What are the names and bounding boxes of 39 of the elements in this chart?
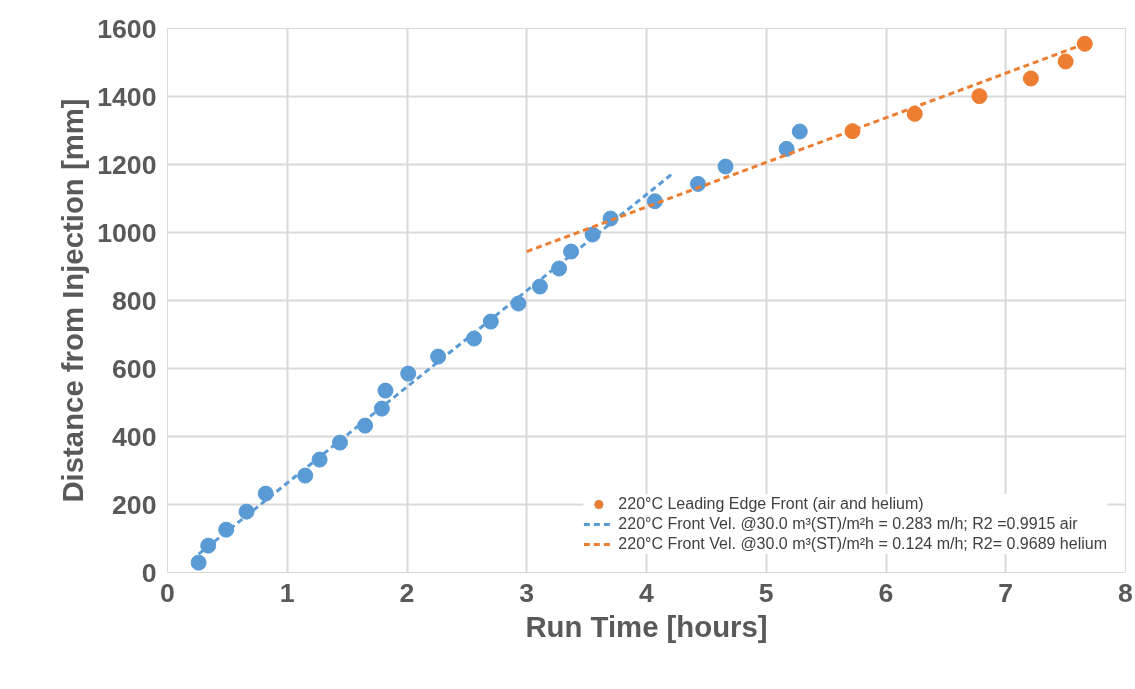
point	[778, 140, 795, 157]
point	[238, 503, 255, 520]
point	[400, 365, 417, 382]
x-tick-label: 4	[639, 577, 655, 608]
x-tick-label: 3	[519, 577, 535, 608]
point	[1022, 70, 1039, 87]
y-tick-label: 1200	[97, 149, 157, 180]
legend-label: 220°C Front Vel. @30.0 m³(ST)/m²h = 0.124 m/h; R2= 0.9689 helium	[618, 535, 1107, 553]
point	[906, 105, 923, 122]
y-tick-label: 0	[141, 557, 157, 588]
point	[297, 467, 314, 484]
point	[311, 451, 328, 468]
point	[1057, 53, 1074, 70]
point	[717, 158, 734, 175]
point	[377, 382, 394, 399]
x-tick-label: 7	[998, 577, 1014, 608]
point	[200, 537, 217, 554]
point	[1076, 35, 1093, 52]
y-tick-label: 400	[112, 421, 157, 452]
point	[190, 554, 207, 571]
y-tick-label: 600	[112, 353, 157, 384]
point	[791, 123, 808, 140]
x-axis-title: Run Time [hours]	[525, 609, 768, 643]
point	[531, 278, 548, 295]
x-tick-label: 5	[758, 577, 774, 608]
x-tick-label: 8	[1118, 577, 1133, 608]
y-axis-title: Distance from Injection [mm]	[56, 98, 90, 503]
point	[482, 313, 499, 330]
y-tick-label: 1400	[97, 81, 157, 112]
y-tick-label: 1600	[97, 13, 157, 44]
point	[971, 88, 988, 105]
y-tick-label: 200	[112, 489, 157, 520]
x-tick-label: 2	[399, 577, 415, 608]
x-tick-label: 1	[279, 577, 295, 608]
legend-label: 220°C Leading Edge Front (air and helium)	[618, 495, 924, 513]
x-tick-label: 6	[878, 577, 894, 608]
y-tick-label: 1000	[97, 217, 157, 248]
y-tick-label: 800	[112, 285, 157, 316]
legend-label: 220°C Front Vel. @30.0 m³(ST)/m²h = 0.283 m/h; R2 =0.9915 air	[618, 515, 1078, 533]
